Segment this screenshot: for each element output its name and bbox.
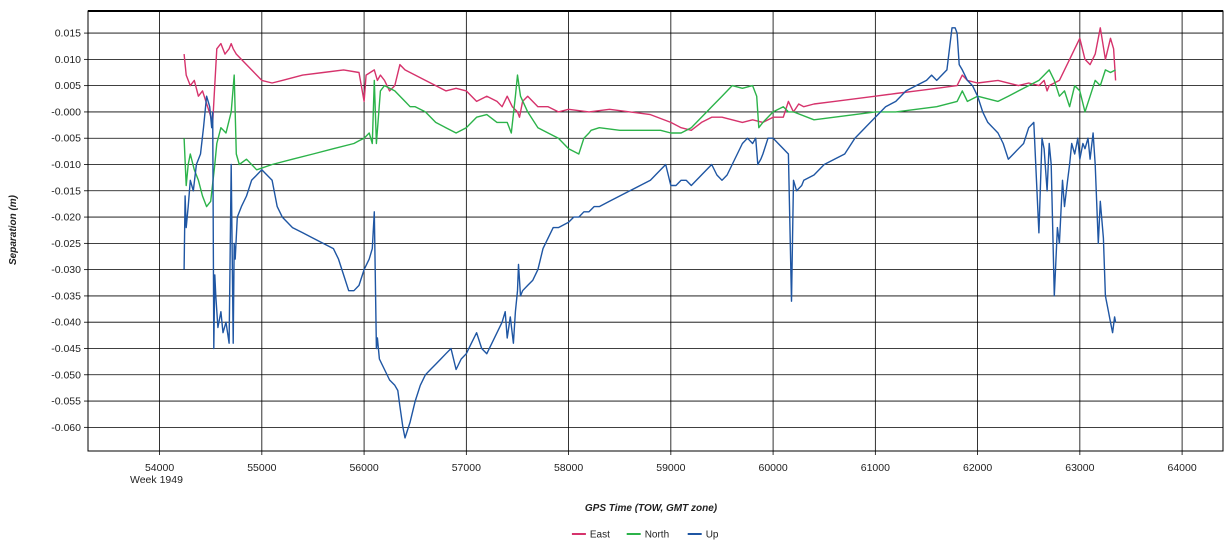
x-axis-title: GPS Time (TOW, GMT zone) xyxy=(585,503,718,514)
y-axis-ticks: 0.015 0.010 0.005 -0.000 -0.005 -0.010 -0.015 -… xyxy=(51,28,88,434)
y-tick-label: -0.015 xyxy=(51,185,81,197)
x-tick-label: 58000 xyxy=(554,462,583,474)
x-tick-label: 55000 xyxy=(247,462,276,474)
x-axis-ticks: 54000 55000 56000 57000 58000 59000 60000 61000… xyxy=(145,451,1197,474)
y-tick-label: 0.015 xyxy=(55,28,81,40)
y-tick-label: -0.060 xyxy=(51,422,81,434)
x-tick-label: 57000 xyxy=(452,462,481,474)
x-tick-label: 61000 xyxy=(861,462,890,474)
series-line-up xyxy=(183,27,1117,439)
y-tick-label: -0.055 xyxy=(51,396,81,408)
x-tick-label: 54000 xyxy=(145,462,174,474)
legend-label-north: North xyxy=(645,530,669,541)
y-tick-label: 0.010 xyxy=(55,54,81,66)
y-tick-label: -0.050 xyxy=(51,369,81,381)
x-tick-label: 63000 xyxy=(1065,462,1094,474)
series-line-east xyxy=(183,27,1117,132)
legend: East North Up xyxy=(571,530,719,541)
legend-label-east: East xyxy=(590,530,610,541)
x-tick-label: 64000 xyxy=(1167,462,1196,474)
x-tick-label: 62000 xyxy=(963,462,992,474)
x-tick-label: 59000 xyxy=(656,462,685,474)
grid xyxy=(88,11,1223,451)
y-axis-title: Separation (m) xyxy=(8,194,19,265)
y-tick-label: -0.030 xyxy=(51,264,81,276)
legend-label-up: Up xyxy=(706,530,719,541)
y-tick-label: -0.045 xyxy=(51,343,81,355)
x-tick-label: 60000 xyxy=(758,462,787,474)
y-tick-label: -0.025 xyxy=(51,238,81,250)
y-tick-label: -0.020 xyxy=(51,212,81,224)
y-tick-label: -0.010 xyxy=(51,159,81,171)
y-tick-label: -0.005 xyxy=(51,133,81,145)
x-axis-week-label: Week 1949 xyxy=(130,474,183,486)
y-tick-label: -0.035 xyxy=(51,290,81,302)
y-tick-label: 0.005 xyxy=(55,80,81,92)
y-tick-label: -0.000 xyxy=(51,106,81,118)
y-tick-label: -0.040 xyxy=(51,317,81,329)
x-tick-label: 56000 xyxy=(349,462,378,474)
series-lines xyxy=(183,27,1117,439)
series-line-north xyxy=(183,69,1116,208)
